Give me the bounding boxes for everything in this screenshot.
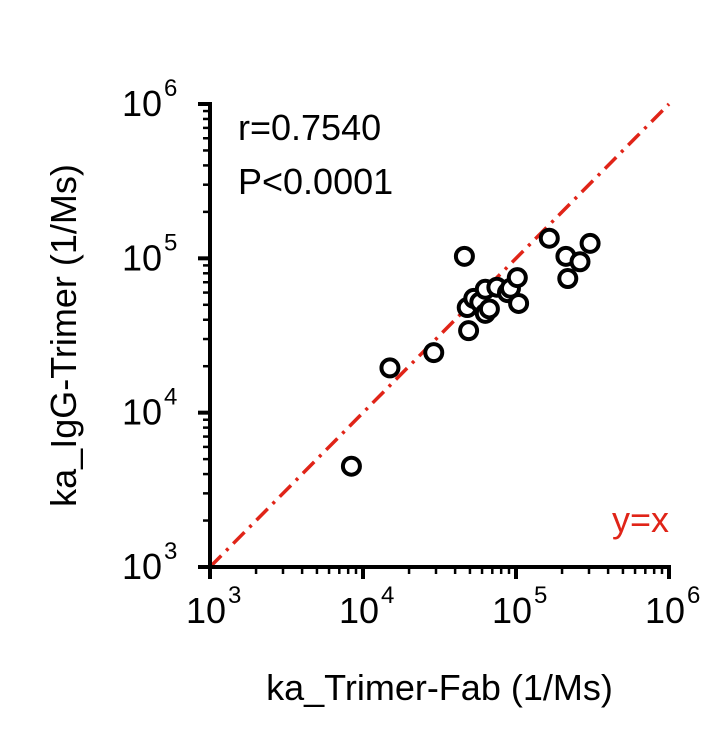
- x-tick-label-base: 10: [186, 590, 226, 631]
- reference-line-label: y=x: [612, 499, 669, 540]
- data-points: [340, 227, 601, 477]
- data-point: [506, 267, 528, 289]
- reference-line-y-equals-x: [208, 102, 671, 569]
- data-point: [557, 268, 579, 290]
- y-tick-label-exponent: 4: [164, 384, 177, 411]
- data-point: [538, 227, 560, 249]
- correlation-annotation: r=0.7540: [238, 107, 381, 148]
- x-axis-title: ka_Trimer-Fab (1/Ms): [266, 667, 613, 708]
- x-tick-label-base: 10: [645, 590, 685, 631]
- data-point: [458, 320, 480, 342]
- y-axis-title: ka_IgG-Trimer (1/Ms): [43, 164, 84, 507]
- data-point: [508, 292, 530, 314]
- y-tick-label-base: 10: [122, 392, 162, 433]
- y-tick-label-exponent: 6: [164, 75, 177, 102]
- x-tick-label-exponent: 5: [534, 582, 547, 609]
- y-tick-label-base: 10: [122, 546, 162, 587]
- y-tick-label: 10 6: [122, 75, 177, 124]
- data-point: [478, 298, 500, 320]
- x-tick-label-exponent: 3: [228, 582, 241, 609]
- axis-ticks: [198, 102, 671, 579]
- y-tick-label-base: 10: [122, 237, 162, 278]
- y-tick-label: 10 4: [122, 384, 177, 433]
- x-tick-label: 10 6: [645, 582, 700, 631]
- y-tick-label-exponent: 5: [164, 229, 177, 256]
- y-tick-label: 10 5: [122, 229, 177, 278]
- x-tick-labels: 10 3 10 4 10 5 10 6: [186, 582, 700, 631]
- p-value-annotation: P<0.0001: [238, 161, 393, 202]
- data-point: [379, 357, 401, 379]
- x-tick-label: 10 4: [339, 582, 394, 631]
- y-tick-label: 10 3: [122, 538, 177, 587]
- x-tick-label-exponent: 6: [687, 582, 700, 609]
- x-tick-label: 10 5: [492, 582, 547, 631]
- x-tick-label: 10 3: [186, 582, 241, 631]
- x-tick-label-base: 10: [339, 590, 379, 631]
- data-point: [453, 245, 475, 267]
- data-point: [579, 232, 601, 254]
- data-point: [423, 342, 445, 364]
- y-tick-label-exponent: 3: [164, 538, 177, 565]
- y-tick-label-base: 10: [122, 83, 162, 124]
- x-tick-label-base: 10: [492, 590, 532, 631]
- data-point: [340, 455, 362, 477]
- data-point: [569, 251, 591, 273]
- x-tick-label-exponent: 4: [381, 582, 394, 609]
